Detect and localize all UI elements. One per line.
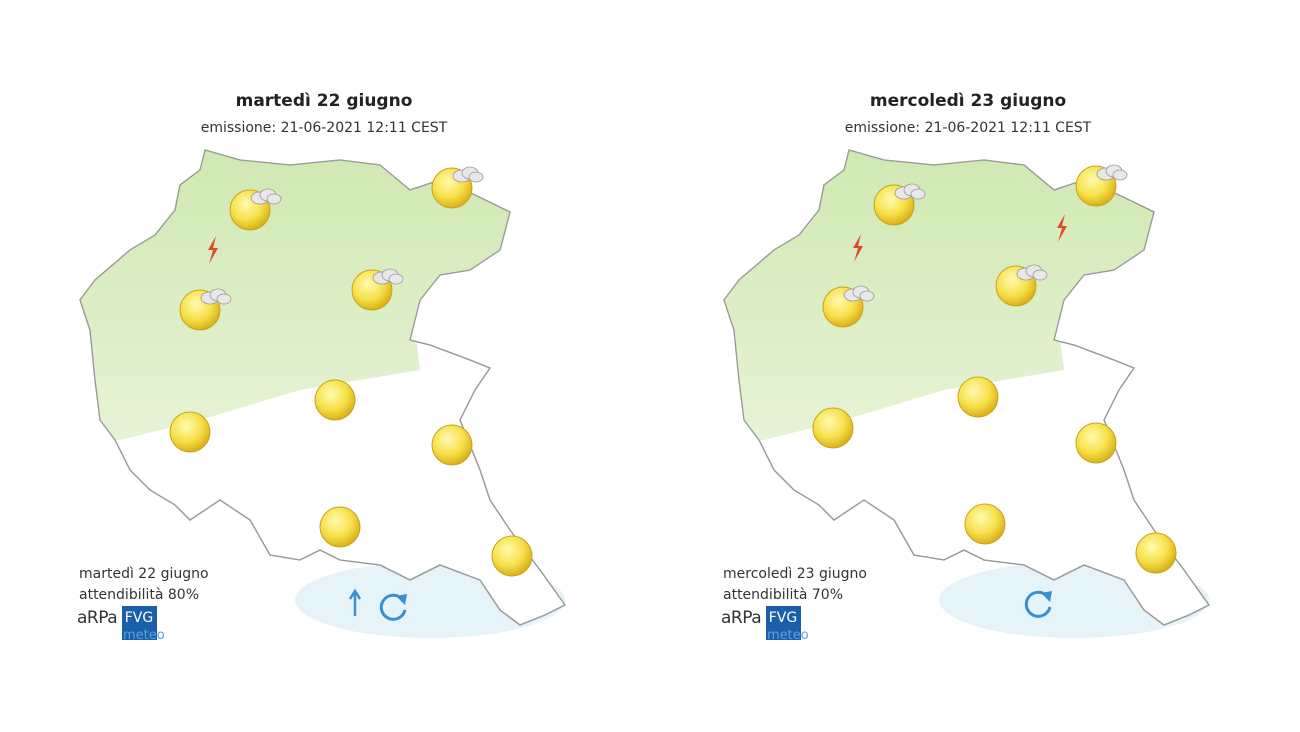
sun-icon [1135,532,1177,574]
cloud-puff [1112,169,1128,181]
forecast-panel: mercoledì 23 giugno emissione: 21-06-2021… [721,91,1210,643]
lightning-icon [208,236,218,264]
logo-meteo: meteo [767,628,809,643]
issue-time: emissione: 21-06-2021 12:11 CEST [845,120,1092,136]
panel-title: mercoledì 23 giugno [870,91,1066,111]
mountain-area [80,150,520,440]
cloud-puff [1032,269,1048,281]
forecast-panel: martedì 22 giugno emissione: 21-06-2021 1… [77,91,566,643]
footer-date: martedì 22 giugno [79,566,209,582]
issue-time: emissione: 21-06-2021 12:11 CEST [201,120,448,136]
sea-state-icon [379,593,407,621]
logo-box [122,606,157,627]
cloud-puff [216,293,232,305]
lightning-icon [1057,214,1067,242]
map-border [723,149,1210,626]
cloud-puff [468,171,484,183]
sun-icon [491,535,533,577]
sun-icon [957,376,999,418]
reliability: attendibilità 80% [79,587,199,603]
sun-icon [431,424,473,466]
footer-date: mercoledì 23 giugno [723,566,867,582]
cloud-icon [894,183,926,200]
logo-meteo: meteo [123,628,165,643]
logo-arpa: aRPa [721,608,761,628]
sun-icon [1075,422,1117,464]
logo-band [122,627,157,640]
cloud-icon [250,188,282,205]
panel-title: martedì 22 giugno [236,91,413,111]
reliability: attendibilità 70% [723,587,843,603]
cloud-icon [843,285,875,302]
logo-fvg: FVG [769,610,797,626]
lightning-icon [853,234,863,262]
sea-state-arrowhead [396,594,407,605]
logo-box [766,606,801,627]
cloud-icon [1016,264,1048,281]
sun-icon [319,506,361,548]
sea-state-arrowhead [1041,591,1052,602]
sun-icon [964,503,1006,545]
cloud-icon [1096,164,1128,181]
sun-icon [314,379,356,421]
cloud-puff [910,188,926,200]
logo-fvg: FVG [125,610,153,626]
sun-icon [812,407,854,449]
cloud-icon [200,288,232,305]
cloud-puff [388,273,404,285]
cloud-puff [266,193,282,205]
sun-icon [169,411,211,453]
logo-arpa: aRPa [77,608,117,628]
sea-state-icon [1024,590,1052,618]
cloud-icon [372,268,404,285]
map-border [79,149,566,626]
wind-arrow [348,588,362,616]
logo-band [766,627,801,640]
cloud-puff [859,290,875,302]
mountain-area [724,150,1164,440]
cloud-icon [452,166,484,183]
